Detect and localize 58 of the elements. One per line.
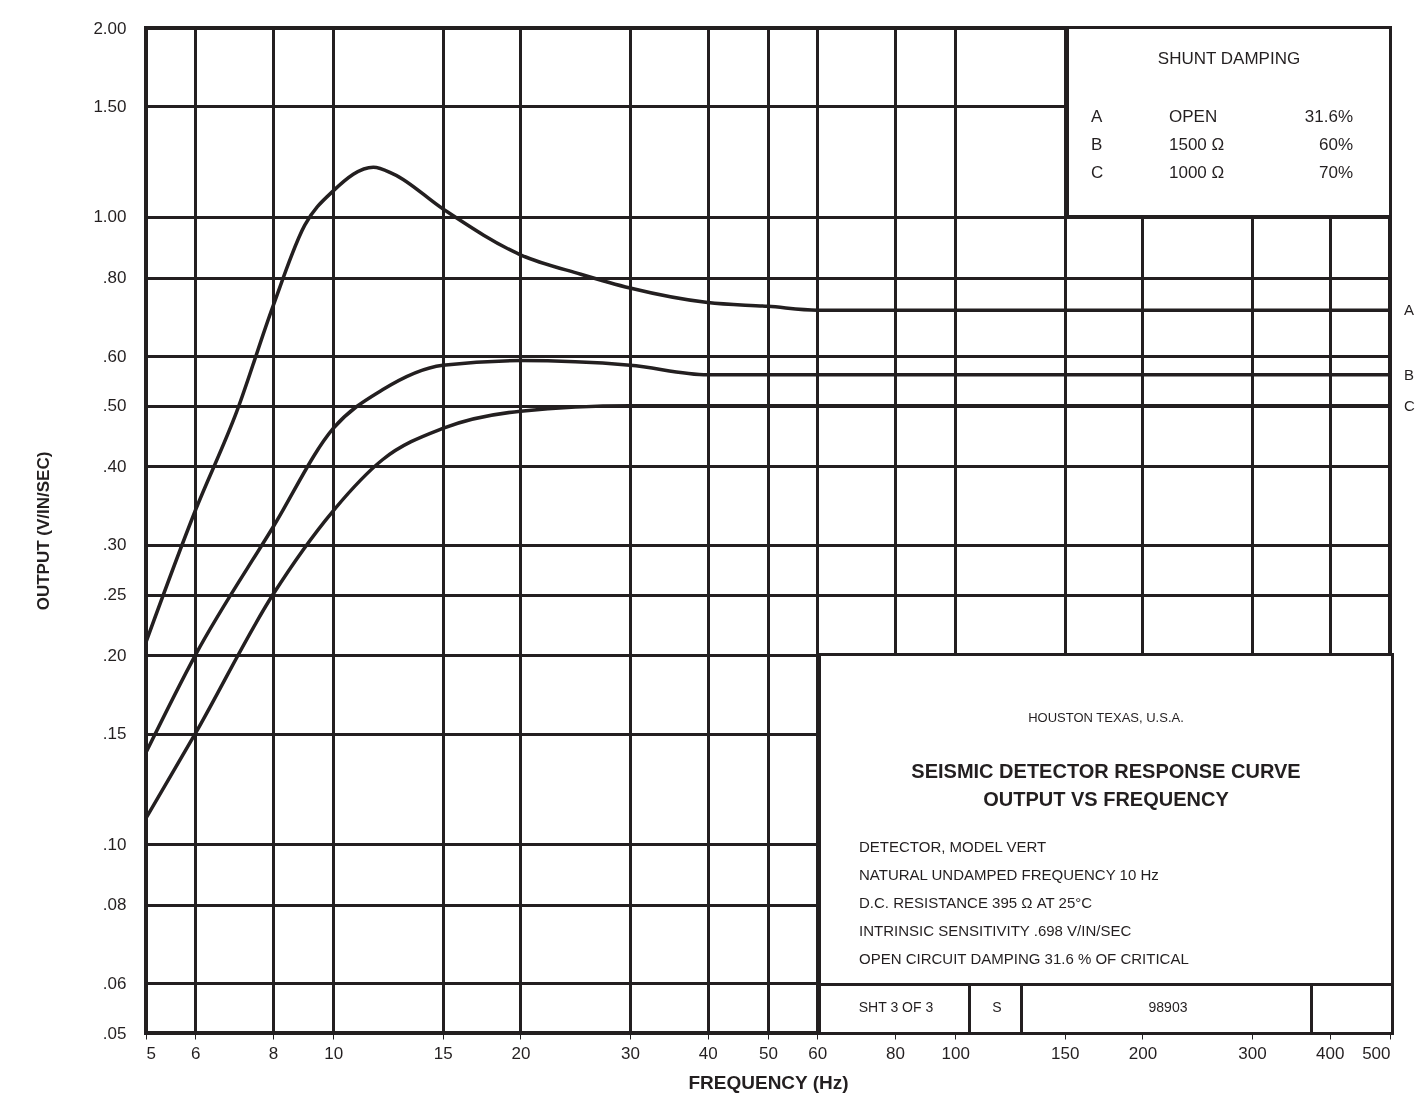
annotation: S (991, 999, 1003, 1015)
x-tick-label: 400 (1316, 1043, 1345, 1063)
y-tick-label: .06 (102, 973, 127, 993)
annotation: 1000 Ω (1169, 163, 1225, 183)
annotation: 60% (1317, 135, 1353, 155)
x-tick-label: 100 (941, 1043, 970, 1063)
y-tick-label: .80 (102, 268, 127, 288)
x-tick-label: 10 (324, 1043, 344, 1063)
annotation: A (1091, 107, 1103, 127)
y-tick-label: .20 (102, 645, 127, 665)
x-tick-label: 500 (1362, 1043, 1391, 1063)
text: OUTPUT VS FREQUENCY (983, 788, 1229, 810)
x-tick-label: 300 (1238, 1043, 1267, 1063)
y-tick-label: .40 (102, 456, 127, 476)
y-tick-label: .25 (102, 585, 127, 605)
x-tick-label: 60 (808, 1043, 828, 1063)
y-tick-label: .15 (102, 724, 127, 744)
y-tick-label: .50 (102, 396, 127, 416)
annotation: SHUNT DAMPING (1156, 49, 1302, 69)
y-tick-label: 1.00 (93, 207, 127, 227)
series-label: B (1404, 365, 1415, 383)
x-tick-label: 40 (698, 1043, 718, 1063)
x-tick-label: 200 (1128, 1043, 1158, 1063)
y-tick-label: .05 (102, 1023, 127, 1043)
x-tick-label: 80 (886, 1043, 905, 1063)
x-axis-title: FREQUENCY (Hz) (688, 1071, 849, 1093)
x-tick-label: 15 (433, 1043, 453, 1063)
annotation: 70% (1317, 163, 1353, 183)
annotation: OPEN (1169, 107, 1218, 127)
annotation: 98903 (1147, 999, 1189, 1015)
annotation: NATURAL UNDAMPED FREQUENCY 10 Hz (859, 866, 1159, 883)
series-label: A (1404, 301, 1415, 319)
x-tick-label: 50 (759, 1043, 778, 1063)
chart-title: SEISMIC DETECTOR RESPONSE CURVE (911, 760, 1301, 782)
y-tick-label: .60 (102, 346, 127, 366)
annotation: C (1091, 163, 1104, 183)
x-tick-label: 5 (146, 1043, 156, 1063)
annotation: D.C. RESISTANCE 395 Ω AT 25°C (859, 894, 1093, 911)
y-tick-label: .08 (102, 895, 127, 915)
x-tick-label: 150 (1051, 1043, 1080, 1063)
y-tick-label: 2.00 (93, 18, 127, 38)
annotation: B (1091, 135, 1103, 155)
y-axis-title: OUTPUT (V/IN/SEC) (34, 451, 54, 611)
x-tick-label: 6 (191, 1043, 201, 1063)
annotation: DETECTOR, MODEL VERT (859, 838, 1047, 855)
series-label: C (1404, 396, 1415, 414)
y-tick-label: .10 (102, 834, 127, 854)
annotation: 31.6% (1303, 107, 1353, 127)
annotation: SHT 3 OF 3 (857, 999, 935, 1015)
x-tick-label: 20 (511, 1043, 531, 1063)
x-tick-label: 30 (621, 1043, 640, 1063)
annotation: OPEN CIRCUIT DAMPING 31.6 % OF CRITICAL (859, 950, 1189, 967)
annotation: HOUSTON TEXAS, U.S.A. (1027, 710, 1185, 725)
x-tick-label: 8 (268, 1043, 279, 1063)
y-tick-label: 1.50 (93, 96, 127, 116)
annotation: INTRINSIC SENSITIVITY .698 V/IN/SEC (859, 922, 1132, 939)
annotation: 1500 Ω (1169, 135, 1225, 155)
y-tick-label: .30 (102, 535, 127, 555)
